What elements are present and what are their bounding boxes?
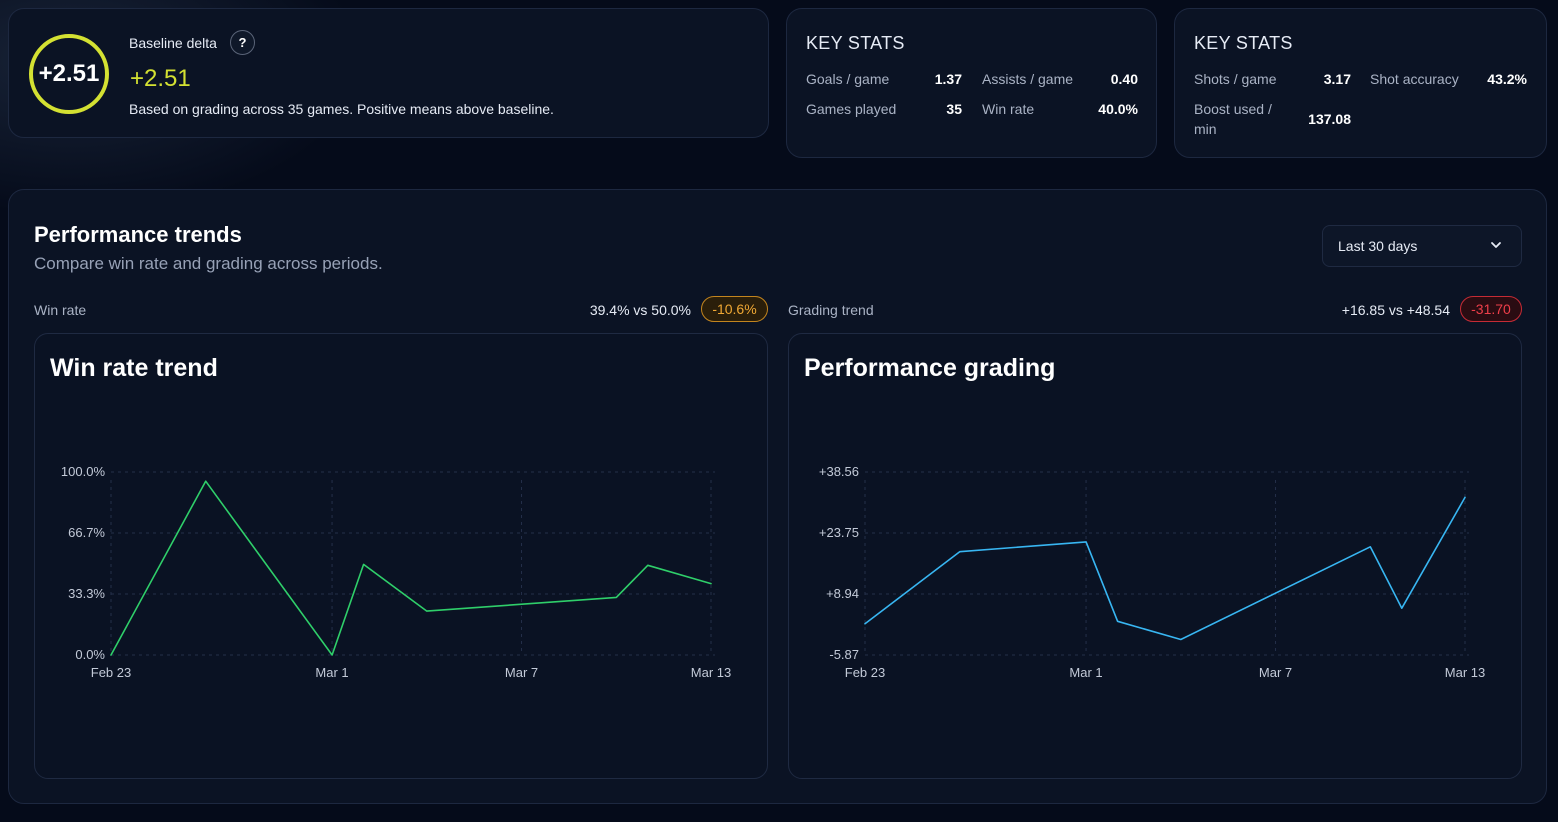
stat-value-games-played: 35 xyxy=(946,101,962,117)
data-point[interactable] xyxy=(1115,618,1121,624)
data-point[interactable] xyxy=(862,621,868,627)
stat-value-win-rate: 40.0% xyxy=(1098,101,1138,117)
stat-label-shot-accuracy: Shot accuracy xyxy=(1370,71,1459,87)
win-rate-chart: 100.0% 66.7% 33.3% 0.0% Feb 23 Mar 1 Mar 7 Mar … xyxy=(61,464,731,680)
grading-chart-panel: Performance grading +38.56 +23.75 +8.94 -5.… xyxy=(788,333,1522,779)
x-tick-label: Feb 23 xyxy=(845,665,885,680)
grading-chart: +38.56 +23.75 +8.94 -5.87 Feb 23 Mar 1 Mar 7 Ma… xyxy=(819,464,1485,680)
y-tick-label: +38.56 xyxy=(819,464,859,479)
data-point[interactable] xyxy=(645,562,651,568)
x-tick-label: Mar 1 xyxy=(1069,665,1102,680)
stat-label-shots: Shots / game xyxy=(1194,71,1277,87)
data-point[interactable] xyxy=(708,581,714,587)
data-point[interactable] xyxy=(361,561,367,567)
series-line xyxy=(110,480,712,656)
data-point[interactable] xyxy=(424,608,430,614)
chart-title: Performance grading xyxy=(804,354,1056,382)
data-point[interactable] xyxy=(1083,539,1089,545)
x-tick-label: Mar 7 xyxy=(1259,665,1292,680)
chevron-down-icon xyxy=(1491,242,1501,248)
x-tick-label: Mar 7 xyxy=(505,665,538,680)
win-rate-compare: 39.4% vs 50.0% xyxy=(589,302,691,318)
y-tick-label: +23.75 xyxy=(819,525,859,540)
performance-trends-card: Performance trends Compare win rate and … xyxy=(8,189,1547,804)
section-subtitle: Compare win rate and grading across peri… xyxy=(34,254,383,273)
win-rate-chart-panel: Win rate trend 100.0% 66.7% 33.3% 0.0% Feb 2… xyxy=(34,333,768,779)
key-stats-card-secondary: KEY STATS Shots / game 3.17 Shot accurac… xyxy=(1174,8,1547,158)
data-point[interactable] xyxy=(108,652,114,658)
x-tick-label: Mar 13 xyxy=(1445,665,1485,680)
y-tick-label: -5.87 xyxy=(829,647,859,662)
stat-label-boost: Boost used / min xyxy=(1194,101,1272,137)
stat-label-games-played: Games played xyxy=(806,101,897,117)
y-tick-label: 33.3% xyxy=(68,586,105,601)
y-tick-label: +8.94 xyxy=(826,586,859,601)
key-stats-card-primary: KEY STATS Goals / game 1.37 Assists / ga… xyxy=(786,8,1157,158)
grading-row-label: Grading trend xyxy=(788,302,874,318)
section-title: Performance trends xyxy=(34,222,242,247)
baseline-value: +2.51 xyxy=(130,65,191,92)
date-range-select[interactable]: Last 30 days xyxy=(1322,225,1522,267)
stat-value-boost: 137.08 xyxy=(1308,111,1351,127)
baseline-delta-card: +2.51 Baseline delta ? +2.51 Based on gr… xyxy=(8,8,769,138)
x-tick-label: Mar 13 xyxy=(691,665,731,680)
y-tick-label: 0.0% xyxy=(75,647,105,662)
data-point[interactable] xyxy=(1462,494,1468,500)
data-point[interactable] xyxy=(957,549,963,555)
data-point[interactable] xyxy=(1399,605,1405,611)
grading-compare: +16.85 vs +48.54 xyxy=(1341,302,1450,318)
baseline-ring-value: +2.51 xyxy=(38,60,100,87)
baseline-description: Based on grading across 35 games. Positi… xyxy=(129,101,554,117)
stat-value-shots: 3.17 xyxy=(1323,71,1351,87)
win-rate-row-label: Win rate xyxy=(34,302,87,318)
win-rate-delta-badge: -10.6% xyxy=(701,296,768,322)
help-icon[interactable]: ? xyxy=(230,30,255,55)
data-point[interactable] xyxy=(203,478,209,484)
stat-label-assists: Assists / game xyxy=(982,71,1074,87)
stat-value-shot-accuracy: 43.2% xyxy=(1487,71,1527,87)
baseline-label: Baseline delta xyxy=(129,35,217,51)
grading-delta-badge: -31.70 xyxy=(1460,296,1522,322)
series-line xyxy=(864,496,1466,641)
data-point[interactable] xyxy=(1178,636,1184,642)
stat-label-goals: Goals / game xyxy=(806,71,890,87)
x-tick-label: Mar 1 xyxy=(315,665,348,680)
y-tick-label: 66.7% xyxy=(68,525,105,540)
data-point[interactable] xyxy=(613,594,619,600)
date-range-value: Last 30 days xyxy=(1338,238,1418,254)
x-tick-label: Feb 23 xyxy=(91,665,131,680)
stat-value-goals: 1.37 xyxy=(934,71,962,87)
y-tick-label: 100.0% xyxy=(61,464,106,479)
chart-title: Win rate trend xyxy=(50,354,218,382)
stat-label-win-rate: Win rate xyxy=(982,101,1035,117)
key-stats-title: KEY STATS xyxy=(1194,33,1293,53)
stat-value-assists: 0.40 xyxy=(1110,71,1138,87)
data-point[interactable] xyxy=(329,652,335,658)
baseline-ring: +2.51 xyxy=(29,34,109,114)
data-point[interactable] xyxy=(1367,544,1373,550)
key-stats-title: KEY STATS xyxy=(806,33,905,53)
